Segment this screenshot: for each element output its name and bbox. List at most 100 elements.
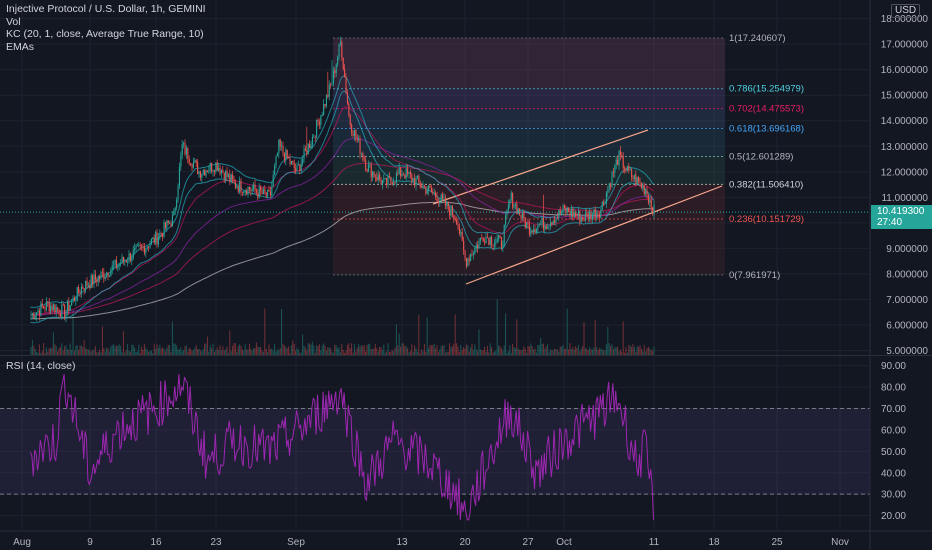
symbol-title[interactable]: Injective Protocol / U.S. Dollar, 1h, GE… [6, 3, 206, 15]
candle-body [194, 160, 196, 163]
volume-bar [157, 347, 159, 355]
candle-body [583, 218, 585, 221]
candle-body [138, 245, 140, 246]
candle-body [244, 190, 246, 192]
vol-indicator-label[interactable]: Vol [6, 15, 21, 28]
candle-body [397, 173, 399, 174]
volume-bar [639, 345, 641, 355]
candle-body [649, 200, 651, 203]
currency-button[interactable]: USD [891, 4, 921, 18]
volume-bar [246, 349, 248, 355]
volume-bar [33, 345, 35, 355]
candle-body [75, 300, 77, 302]
volume-bar [559, 346, 561, 355]
pane-divider[interactable] [0, 355, 932, 356]
volume-bar [415, 348, 417, 355]
volume-bar [183, 350, 185, 355]
volume-bar [218, 350, 220, 355]
volume-bar [170, 352, 172, 355]
volume-bar [342, 350, 344, 355]
candle-body [407, 168, 409, 174]
volume-bar [380, 347, 382, 355]
candle-body [54, 304, 56, 313]
candle-body [556, 217, 558, 218]
volume-bar [590, 349, 592, 355]
volume-bar [587, 350, 589, 355]
kc-indicator-label[interactable]: KC (20, 1, close, Average True Range, 10… [6, 28, 204, 40]
volume-bar [171, 321, 173, 355]
volume-bar [643, 344, 645, 355]
candle-body [404, 174, 406, 179]
candle-body [190, 163, 192, 165]
volume-bar [164, 351, 166, 355]
candle-body [433, 192, 435, 194]
candle-body [384, 177, 386, 179]
candle-body [110, 270, 112, 277]
volume-bar [387, 343, 389, 355]
volume-bar [577, 344, 579, 355]
candle-body [425, 186, 427, 194]
volume-bar [640, 348, 642, 355]
volume-bar [629, 345, 631, 355]
candle-body [642, 185, 644, 188]
volume-bar [135, 352, 137, 355]
candle-body [610, 183, 612, 187]
rsi-indicator-label[interactable]: RSI (14, close) [6, 360, 76, 372]
volume-bar [72, 310, 74, 355]
candle-body [230, 174, 232, 182]
volume-bar [647, 346, 649, 355]
candle-body [444, 197, 446, 206]
candle-body [451, 206, 453, 216]
volume-bar [485, 351, 487, 355]
volume-bar [222, 346, 224, 355]
candle-body [59, 314, 61, 317]
volume-bar [453, 343, 455, 355]
candle-body [229, 174, 231, 182]
volume-bar [535, 352, 537, 355]
volume-bar [488, 352, 490, 355]
candle-body [276, 153, 278, 157]
volume-bar [386, 351, 388, 355]
candle-body [456, 219, 458, 225]
candle-body [446, 201, 448, 206]
candle-body [482, 238, 484, 242]
candle-body [443, 197, 445, 199]
candle-body [558, 209, 560, 218]
volume-bar [204, 343, 206, 355]
candle-body [365, 160, 367, 170]
volume-bar [486, 345, 488, 355]
candle-body [184, 143, 186, 155]
volume-bar [289, 352, 291, 355]
candle-body [65, 311, 67, 318]
candle-body [380, 179, 382, 185]
volume-bar [379, 347, 381, 355]
volume-bar [253, 348, 255, 355]
candle-body [598, 214, 600, 218]
volume-bar [457, 346, 459, 355]
volume-bar [430, 345, 432, 355]
candle-body [498, 235, 500, 240]
volume-bar [584, 348, 586, 355]
volume-bar [244, 344, 246, 355]
candle-body [419, 181, 421, 187]
candle-body [447, 201, 449, 210]
volume-bar [38, 344, 40, 355]
fib-level-label-3: 0.618(13.696168) [729, 123, 804, 134]
volume-bar [71, 349, 73, 355]
volume-bar [428, 348, 430, 355]
volume-bar [59, 347, 61, 355]
candle-body [555, 217, 557, 223]
candle-body [129, 253, 131, 262]
candle-body [646, 190, 648, 196]
volume-bar [600, 348, 602, 355]
candle-body [218, 167, 220, 171]
volume-bar [373, 347, 375, 355]
time-tick-label-5: 13 [396, 537, 408, 548]
candle-body [78, 287, 80, 293]
volume-bar [268, 344, 270, 355]
volume-bar [360, 345, 362, 355]
candle-body [464, 250, 466, 259]
emas-indicator-label[interactable]: EMAs [6, 40, 35, 53]
fib-level-label-7: 0(7.961971) [729, 270, 780, 281]
